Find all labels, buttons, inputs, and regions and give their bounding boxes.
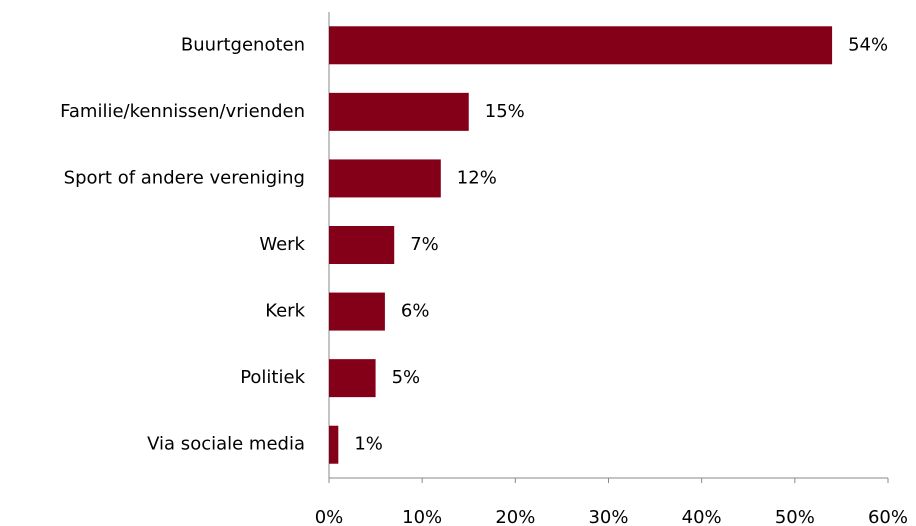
bar [329,359,376,398]
x-tick-label: 50% [775,507,815,526]
value-label: 12% [457,167,497,188]
value-label: 6% [401,301,430,322]
value-label: 54% [848,34,888,55]
value-label: 5% [392,367,421,388]
bar [329,425,339,464]
bar [329,226,395,264]
value-label: 7% [410,234,439,255]
x-tick-label: 0% [315,507,344,526]
x-tick-label: 60% [868,507,908,526]
x-tick-label: 20% [495,507,535,526]
value-label: 15% [485,101,525,122]
bar [329,159,441,198]
value-label: 1% [354,434,383,455]
bar [329,26,833,65]
y-tick-label: Familie/kennissen/vrienden [60,101,305,122]
y-tick-label: Buurtgenoten [181,34,305,55]
x-tick-label: 10% [402,507,442,526]
y-tick-label: Werk [259,234,305,255]
x-tick-label: 30% [588,507,628,526]
bar [329,292,385,331]
y-tick-label: Via sociale media [147,434,305,455]
y-tick-label: Sport of andere vereniging [64,167,305,188]
y-tick-label: Politiek [240,367,305,388]
x-tick-label: 40% [682,507,722,526]
y-tick-label: Kerk [265,301,305,322]
bar [329,92,469,131]
